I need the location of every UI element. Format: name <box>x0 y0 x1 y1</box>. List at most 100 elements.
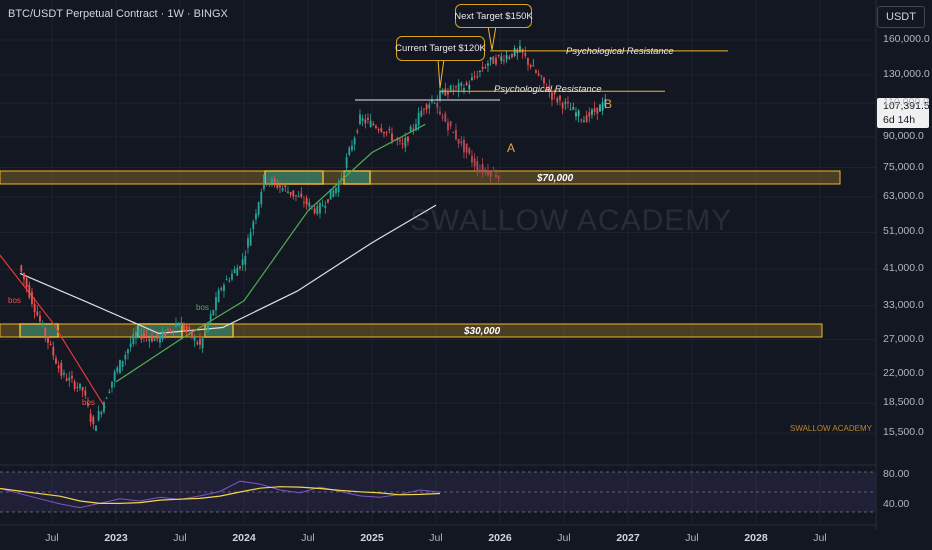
alternate-projected-candle <box>439 111 441 115</box>
price-tick-label: 160,000.0 <box>883 33 930 45</box>
candle <box>337 183 340 193</box>
price-tick-label: 33,000.0 <box>883 298 924 311</box>
projected-candle <box>567 101 569 104</box>
projected-candle <box>505 55 508 60</box>
bar-countdown: 6d 14h <box>883 114 916 126</box>
alternate-projected-candle <box>441 116 444 118</box>
candle <box>308 202 311 207</box>
breakout-box <box>204 323 234 338</box>
resistance-levels <box>355 25 728 101</box>
projected-candle <box>559 95 561 101</box>
candle <box>300 193 303 197</box>
candle <box>383 132 385 134</box>
projected-candle <box>471 77 473 81</box>
zone-70000-label: $70,000 <box>537 173 574 184</box>
candle <box>108 391 111 393</box>
projected-candle <box>553 91 556 95</box>
projected-candle <box>585 115 588 122</box>
candle <box>25 278 28 288</box>
candle <box>449 85 452 92</box>
candle <box>407 136 409 142</box>
next-target-callout: Next Target $150K <box>454 4 533 28</box>
last-price-tag: 107,391.5 6d 14h <box>877 98 930 128</box>
candle <box>284 185 287 188</box>
rsi-ma-line <box>0 486 441 504</box>
bos-label-2: bos <box>196 303 209 312</box>
time-tick-label: Jul <box>557 532 571 544</box>
candle <box>183 324 185 331</box>
candle <box>444 88 447 96</box>
candle <box>351 145 353 150</box>
alternate-projected-candle <box>497 176 500 179</box>
projected-candle <box>497 55 500 57</box>
gridlines <box>0 0 876 525</box>
candle <box>140 334 143 340</box>
time-tick-label: Jul <box>301 532 315 544</box>
candle <box>55 358 57 364</box>
breakout-box <box>264 170 324 185</box>
candle <box>207 322 209 331</box>
projected-candle <box>476 76 479 78</box>
breakout-box <box>19 323 59 338</box>
candle <box>463 87 465 92</box>
candle <box>60 362 63 376</box>
candle <box>241 259 244 266</box>
projected-candle <box>489 57 492 61</box>
breakout-box <box>343 170 371 185</box>
candle <box>159 335 161 343</box>
projected-candle <box>583 120 585 123</box>
alternate-projected-candle <box>444 113 447 122</box>
candle <box>332 190 335 197</box>
candle <box>100 412 103 415</box>
candle <box>172 330 175 332</box>
projected-candle <box>588 112 591 117</box>
projected-candle <box>572 106 575 110</box>
alternate-projected-candle <box>449 121 452 127</box>
candle <box>369 120 372 127</box>
candle <box>196 342 199 345</box>
projected-candle <box>577 110 580 117</box>
candle <box>73 381 76 389</box>
candle <box>47 336 49 343</box>
candle <box>215 297 217 311</box>
candle <box>167 328 169 331</box>
projected-candle <box>524 52 527 57</box>
candle <box>372 123 375 126</box>
candle <box>265 183 268 185</box>
candle <box>439 90 441 100</box>
next-target-pointer <box>487 25 497 51</box>
candle <box>412 128 415 130</box>
zone-30000-label: $30,000 <box>464 326 501 337</box>
projected-candle <box>564 102 567 104</box>
time-tick-label: Jul <box>429 532 443 544</box>
candle <box>319 202 321 214</box>
candle <box>185 325 188 331</box>
projected-candle <box>484 67 487 69</box>
candle <box>385 131 388 133</box>
candle <box>460 82 463 86</box>
candle <box>199 338 201 345</box>
candle <box>417 112 420 126</box>
candle <box>191 330 193 338</box>
candle <box>327 199 329 203</box>
candle <box>81 387 84 391</box>
candle <box>375 125 377 129</box>
candle <box>273 178 276 183</box>
candle <box>175 323 177 327</box>
candle <box>76 386 79 388</box>
currency-button[interactable]: USDT <box>877 6 925 28</box>
chart-title: BTC/USDT Perpetual Contract · 1W · BINGX <box>8 8 228 20</box>
rsi-tick-label: 80.00 <box>883 468 910 481</box>
price-tick-label: 27,000.0 <box>883 332 924 345</box>
candle <box>396 138 399 141</box>
alternate-projected-candle <box>495 175 497 177</box>
candle <box>455 86 457 88</box>
projected-candle <box>575 112 577 117</box>
moving-averages <box>0 123 437 409</box>
alternate-projected-candle <box>468 148 471 154</box>
candle <box>231 273 233 280</box>
alternate-projected-candle <box>484 169 487 171</box>
candle <box>391 133 393 141</box>
candle <box>313 208 316 214</box>
